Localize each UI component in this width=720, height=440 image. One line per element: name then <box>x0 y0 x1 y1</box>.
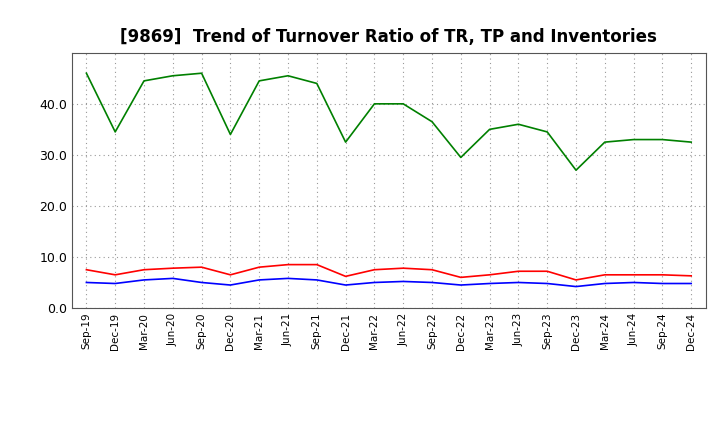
Trade Receivables <box>658 272 667 278</box>
Trade Payables <box>312 277 321 282</box>
Trade Receivables <box>543 268 552 274</box>
Trade Receivables <box>485 272 494 278</box>
Inventories <box>543 129 552 135</box>
Trade Receivables <box>572 277 580 282</box>
Trade Payables <box>456 282 465 288</box>
Inventories <box>168 73 177 78</box>
Inventories <box>341 139 350 145</box>
Title: [9869]  Trend of Turnover Ratio of TR, TP and Inventories: [9869] Trend of Turnover Ratio of TR, TP… <box>120 28 657 46</box>
Trade Payables <box>543 281 552 286</box>
Trade Receivables <box>255 264 264 270</box>
Trade Payables <box>399 279 408 284</box>
Inventories <box>687 139 696 145</box>
Inventories <box>197 70 206 76</box>
Trade Payables <box>140 277 148 282</box>
Trade Receivables <box>312 262 321 267</box>
Inventories <box>428 119 436 125</box>
Inventories <box>82 70 91 76</box>
Trade Receivables <box>428 267 436 272</box>
Trade Receivables <box>514 268 523 274</box>
Inventories <box>572 168 580 173</box>
Line: Trade Receivables: Trade Receivables <box>86 264 691 280</box>
Inventories <box>456 155 465 160</box>
Trade Receivables <box>168 266 177 271</box>
Inventories <box>629 137 638 142</box>
Trade Receivables <box>370 267 379 272</box>
Line: Inventories: Inventories <box>86 73 691 170</box>
Trade Payables <box>197 280 206 285</box>
Trade Payables <box>572 284 580 289</box>
Trade Payables <box>629 280 638 285</box>
Trade Receivables <box>284 262 292 267</box>
Inventories <box>485 127 494 132</box>
Trade Receivables <box>629 272 638 278</box>
Trade Receivables <box>600 272 609 278</box>
Trade Receivables <box>111 272 120 278</box>
Inventories <box>226 132 235 137</box>
Trade Payables <box>82 280 91 285</box>
Trade Receivables <box>341 274 350 279</box>
Trade Payables <box>111 281 120 286</box>
Inventories <box>600 139 609 145</box>
Inventories <box>255 78 264 84</box>
Trade Payables <box>514 280 523 285</box>
Inventories <box>370 101 379 106</box>
Trade Payables <box>370 280 379 285</box>
Inventories <box>514 121 523 127</box>
Trade Receivables <box>197 264 206 270</box>
Trade Payables <box>658 281 667 286</box>
Trade Payables <box>600 281 609 286</box>
Trade Payables <box>687 281 696 286</box>
Line: Trade Payables: Trade Payables <box>86 279 691 286</box>
Inventories <box>140 78 148 84</box>
Trade Receivables <box>82 267 91 272</box>
Trade Payables <box>226 282 235 288</box>
Trade Payables <box>284 276 292 281</box>
Inventories <box>111 129 120 135</box>
Trade Receivables <box>456 275 465 280</box>
Trade Receivables <box>140 267 148 272</box>
Trade Payables <box>485 281 494 286</box>
Trade Payables <box>428 280 436 285</box>
Inventories <box>399 101 408 106</box>
Trade Receivables <box>399 266 408 271</box>
Trade Payables <box>255 277 264 282</box>
Inventories <box>312 81 321 86</box>
Trade Receivables <box>687 273 696 279</box>
Trade Payables <box>341 282 350 288</box>
Inventories <box>284 73 292 78</box>
Inventories <box>658 137 667 142</box>
Trade Receivables <box>226 272 235 278</box>
Trade Payables <box>168 276 177 281</box>
